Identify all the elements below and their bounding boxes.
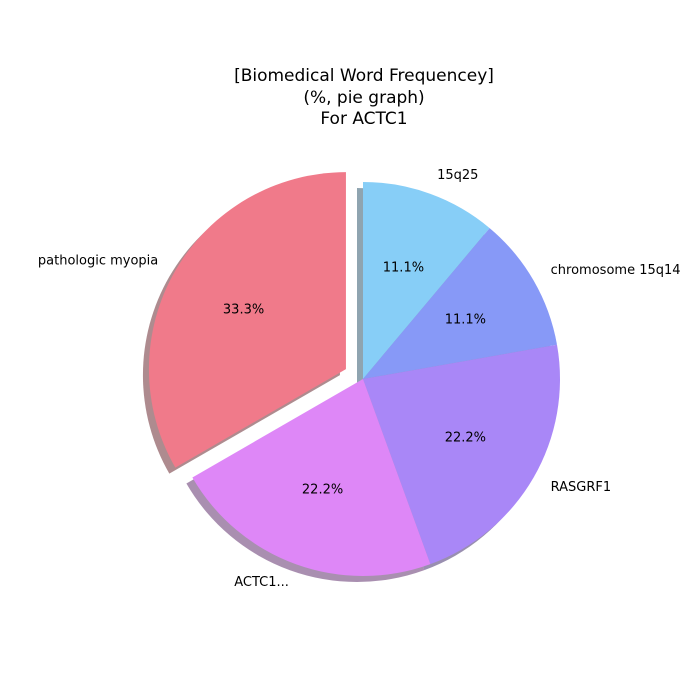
- pie-slice-chromosome-15q14: [363, 228, 558, 379]
- percent-label-actc1: 22.2%: [302, 483, 343, 498]
- chart-title-line-1: [Biomedical Word Frequencey]: [234, 66, 494, 86]
- pie-slices: [148, 172, 560, 576]
- pie-slice-rasgrf1: [363, 344, 560, 565]
- chart-title: [Biomedical Word Frequencey] (%, pie gra…: [0, 66, 700, 131]
- pie-slice-actc1: [192, 379, 431, 576]
- chart-title-line-3: For ACTC1: [320, 109, 408, 129]
- category-label-pathologic-myopia: pathologic myopia: [38, 253, 158, 268]
- pie-slice-15q25: [363, 182, 490, 379]
- percent-label-15q25: 11.1%: [383, 260, 424, 275]
- percent-label-chromosome-15q14: 11.1%: [445, 312, 486, 327]
- category-label-actc1: ACTC1...: [234, 575, 289, 590]
- category-labels: 15q25 chromosome 15q14 RASGRF1 ACTC1... path…: [38, 168, 681, 590]
- category-label-15q25: 15q25: [437, 168, 478, 183]
- pie-slice-pathologic-myopia: [148, 172, 346, 468]
- percent-labels: 11.1% 11.1% 22.2% 22.2% 33.3%: [223, 260, 486, 497]
- category-label-rasgrf1: RASGRF1: [551, 480, 612, 495]
- category-label-chromosome-15q14: chromosome 15q14: [551, 263, 681, 278]
- chart-title-line-2: (%, pie graph): [303, 87, 425, 108]
- percent-label-rasgrf1: 22.2%: [445, 431, 486, 446]
- percent-label-pathologic-myopia: 33.3%: [223, 303, 264, 318]
